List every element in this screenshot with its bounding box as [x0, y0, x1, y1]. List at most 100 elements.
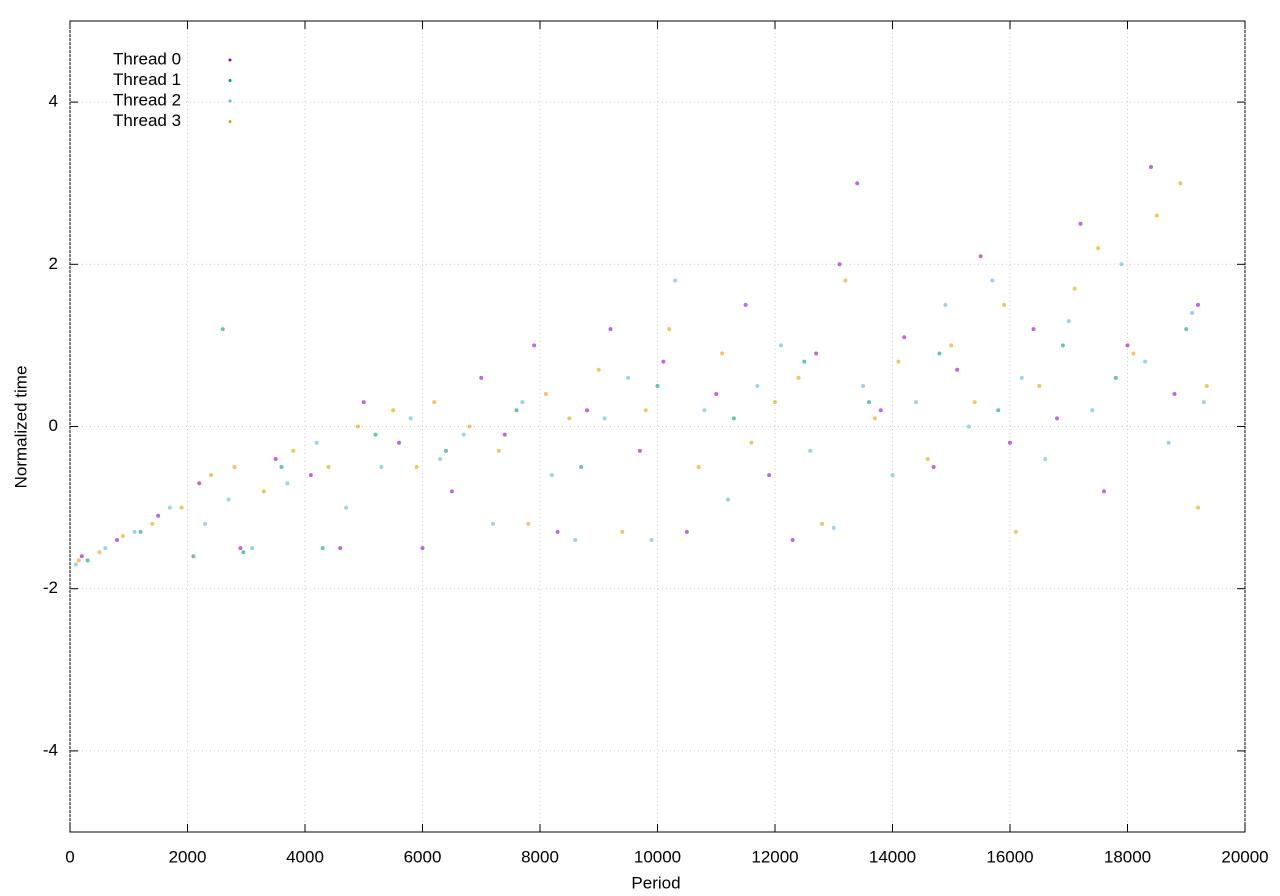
point: [502, 432, 507, 437]
point: [150, 521, 155, 526]
point: [1119, 262, 1124, 267]
point: [837, 262, 842, 267]
point: [855, 181, 860, 186]
point: [696, 465, 701, 470]
point: [1019, 375, 1024, 380]
point: [241, 550, 246, 555]
point: [209, 473, 213, 478]
y-tick-label: 0: [49, 416, 58, 435]
point: [1166, 440, 1171, 445]
point: [1043, 456, 1048, 461]
point: [191, 554, 196, 559]
point: [1196, 302, 1200, 307]
point: [1184, 327, 1189, 332]
y-tick-label: -4: [43, 740, 58, 759]
x-tick-label: 6000: [404, 847, 442, 866]
point: [714, 392, 719, 397]
point: [796, 375, 801, 380]
point: [250, 546, 255, 551]
point: [890, 473, 895, 478]
point: [467, 424, 472, 429]
x-tick-label: 2000: [169, 847, 207, 866]
point: [420, 546, 425, 551]
point: [549, 473, 554, 478]
legend-marker: [228, 99, 232, 103]
point: [608, 327, 613, 332]
point: [238, 546, 243, 551]
point: [978, 254, 983, 259]
point: [103, 546, 108, 551]
point: [496, 448, 501, 453]
point: [1178, 181, 1183, 186]
point: [602, 416, 607, 421]
point: [1102, 489, 1106, 494]
point: [637, 448, 642, 453]
point: [620, 529, 625, 534]
x-axis-label: Period: [631, 873, 680, 892]
y-tick-label: -2: [43, 578, 58, 597]
point: [790, 538, 795, 543]
legend-marker: [228, 58, 232, 62]
legend-label: Thread 3: [113, 111, 181, 130]
point: [361, 400, 366, 405]
point: [1204, 383, 1209, 388]
point: [397, 440, 401, 445]
point: [1060, 343, 1065, 348]
point: [285, 481, 290, 486]
legend-label: Thread 1: [113, 70, 181, 89]
point: [1172, 392, 1177, 397]
point: [514, 408, 519, 413]
point: [408, 416, 413, 421]
point: [925, 456, 930, 461]
point: [526, 521, 531, 526]
point: [990, 278, 995, 283]
point: [532, 343, 537, 348]
point: [573, 538, 578, 543]
point: [955, 367, 960, 372]
point: [120, 533, 125, 538]
point: [861, 383, 866, 388]
y-axis-label: Normalized time: [11, 366, 30, 489]
point: [391, 408, 396, 413]
point: [73, 562, 78, 567]
point: [843, 278, 848, 283]
point: [1072, 286, 1077, 291]
point: [667, 327, 672, 332]
point: [85, 558, 90, 563]
point: [749, 440, 754, 445]
point: [872, 416, 877, 421]
point: [1078, 221, 1083, 226]
point: [1131, 351, 1136, 356]
point: [344, 505, 349, 510]
point: [1201, 400, 1206, 405]
point: [720, 351, 725, 356]
legend-marker: [228, 120, 232, 123]
y-tick-label: 4: [49, 92, 58, 111]
x-tick-label: 18000: [1104, 847, 1151, 866]
point: [802, 359, 807, 364]
point: [97, 550, 102, 555]
point: [567, 416, 572, 421]
point: [197, 481, 202, 486]
point: [684, 529, 689, 534]
point: [279, 465, 284, 470]
x-tick-label: 16000: [986, 847, 1033, 866]
point: [773, 400, 777, 405]
point: [1096, 246, 1101, 251]
point: [1031, 327, 1036, 332]
point: [949, 343, 954, 348]
legend-marker: [228, 79, 232, 82]
point: [896, 359, 901, 364]
point: [291, 448, 296, 453]
point: [76, 558, 81, 563]
point: [1037, 383, 1042, 388]
point: [655, 383, 660, 388]
point: [220, 327, 225, 332]
point: [673, 278, 678, 283]
point: [308, 473, 313, 478]
y-tick-label: 2: [49, 254, 58, 273]
point: [555, 529, 560, 534]
point: [867, 400, 871, 405]
point: [996, 408, 1001, 413]
